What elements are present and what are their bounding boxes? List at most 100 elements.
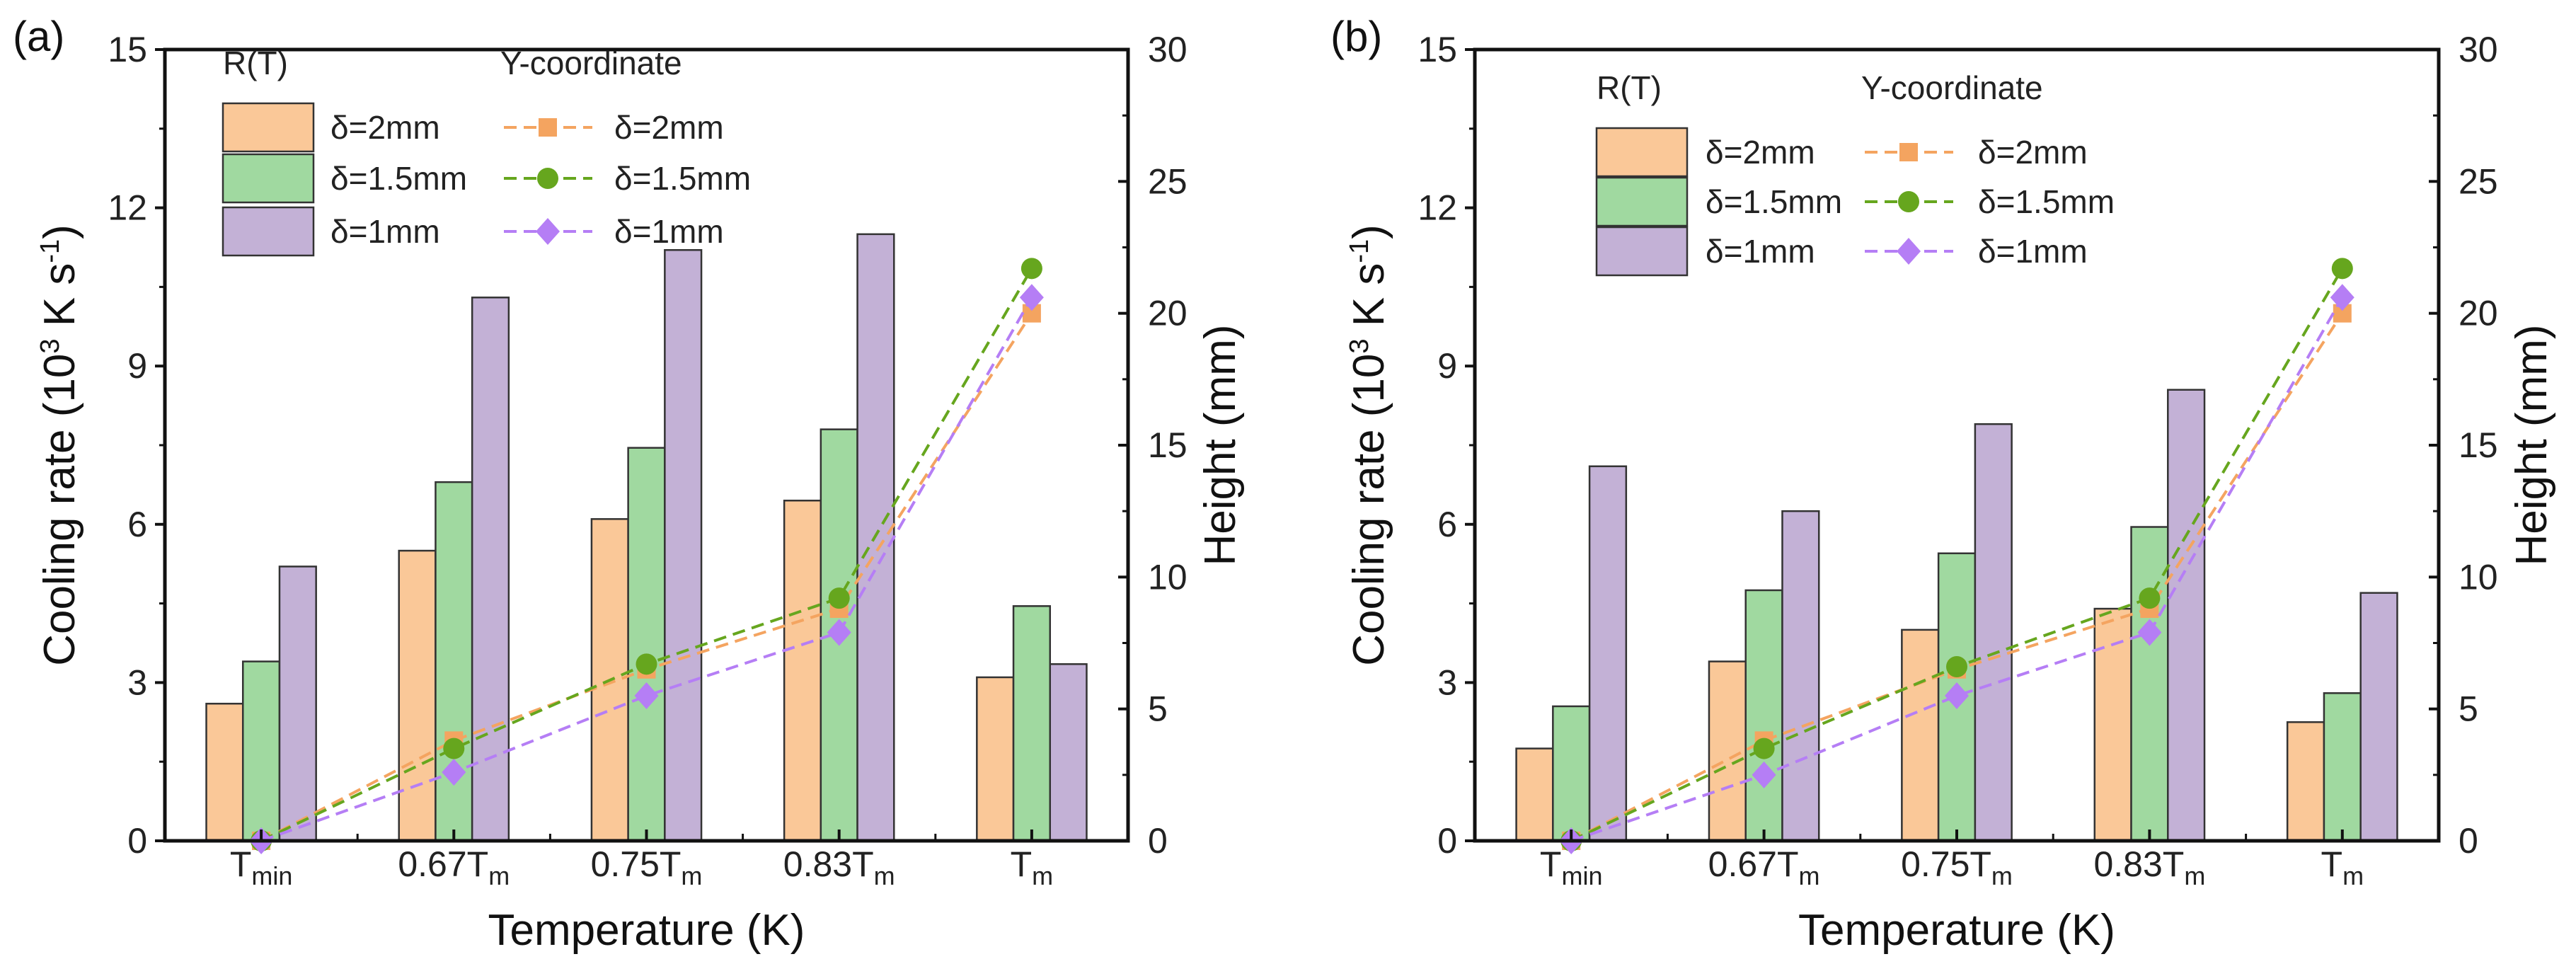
point-δ=1.5mm-1 [443, 737, 465, 759]
legend-line-label: δ=2mm [1978, 134, 2088, 171]
line-δ=1mm [260, 297, 1033, 842]
point-δ=1mm-4 [2330, 284, 2354, 311]
bar-δ=2mm-4 [976, 676, 1015, 842]
y-tick-label: 0 [1437, 821, 1457, 861]
bar-δ=1.5mm-0 [1552, 705, 1591, 842]
y-tick-label: 3 [127, 662, 147, 702]
x-tick-main: T [1011, 844, 1033, 884]
bar-δ=1.5mm-4 [1012, 605, 1052, 842]
y-title-part: Cooling rate (10 [1345, 354, 1393, 666]
x-tick-label: 0.67Tm [398, 844, 510, 890]
bar-δ=1mm-1 [1781, 510, 1820, 842]
x-tick-sub: m [2184, 861, 2205, 890]
legend: R(T) Y-coordinate δ=2mm δ=1.5mm δ=1mm δ=2mm δ=… [1595, 69, 2115, 277]
bar-δ=1.5mm-0 [241, 660, 281, 842]
bar-δ=1mm-0 [278, 565, 317, 842]
y-tick-label: 15 [108, 30, 147, 69]
x-tick-main: 0.83T [783, 844, 874, 884]
line-δ=1mm [1570, 297, 2344, 842]
legend-swatch [222, 153, 315, 204]
x-tick-sub: min [1561, 861, 1602, 890]
legend-swatch [1595, 226, 1689, 277]
x-tick-label: 0.75Tm [1901, 844, 2013, 890]
bar-δ=2mm-0 [1515, 747, 1554, 842]
x-axis-title: Temperature (K) [1798, 906, 2115, 955]
bar-δ=1mm-0 [1588, 465, 1628, 842]
bar-δ=1mm-2 [1974, 423, 2013, 842]
legend-swatch [222, 102, 315, 153]
point-δ=1mm-3 [2137, 619, 2162, 646]
x-tick-main: 0.83T [2093, 844, 2184, 884]
y-title-part: ) [35, 224, 84, 239]
x-tick-main: T [2321, 844, 2343, 884]
x-tick-sub: m [2342, 861, 2364, 890]
bar-δ=2mm-0 [205, 702, 244, 842]
x-tick-sub: min [251, 861, 292, 890]
legend-bar-label: δ=1mm [330, 213, 440, 250]
x-tick-sub: m [1991, 861, 2013, 890]
bar-δ=2mm-3 [783, 500, 822, 842]
x-tick-label: 0.83Tm [2093, 844, 2205, 890]
legend-line-title: Y-coordinate [1861, 69, 2043, 106]
x-tick-sub: m [874, 861, 895, 890]
point-δ=1.5mm-2 [1946, 656, 1967, 678]
x-axis-title: Temperature (K) [488, 906, 805, 955]
panel-label: (a) [13, 13, 64, 60]
x-tick-label: Tm [2321, 844, 2364, 890]
point-δ=1.5mm-2 [636, 653, 657, 675]
y2-tick-label: 10 [2459, 557, 2498, 597]
legend-marker [539, 118, 557, 137]
y2-tick-label: 0 [2459, 821, 2478, 861]
x-tick-main: 0.75T [1901, 844, 1991, 884]
y-title-part: ) [1345, 224, 1393, 239]
y2-tick-label: 0 [1148, 821, 1168, 861]
point-δ=1mm-3 [827, 619, 851, 646]
legend-marker [1899, 143, 1918, 161]
x-tick-sub: m [681, 861, 702, 890]
legend-bar-label: δ=2mm [330, 109, 440, 146]
x-tick-label: Tm [1011, 844, 1054, 890]
bar-δ=1mm-4 [1049, 663, 1088, 842]
x-tick-main: 0.67T [398, 844, 488, 884]
y-title-superscript: 3 [1345, 338, 1374, 353]
y-title-superscript: -1 [1345, 239, 1374, 263]
y-tick-label: 6 [1437, 505, 1457, 544]
legend-bar-label: δ=1.5mm [330, 160, 467, 197]
bar-δ=1mm-2 [664, 248, 703, 842]
bar-δ=2mm-2 [1901, 628, 1940, 842]
legend-marker [536, 218, 560, 245]
y2-tick-label: 20 [1148, 294, 1188, 333]
y-tick-label: 6 [127, 505, 147, 544]
x-tick-sub: m [1799, 861, 1820, 890]
point-δ=1mm-1 [1752, 761, 1776, 788]
legend-bar-label: δ=1.5mm [1706, 183, 1842, 220]
point-δ=1mm-4 [1019, 284, 1044, 311]
legend-bar-title: R(T) [223, 45, 288, 81]
y2-axis-title: Height (mm) [1196, 324, 1245, 565]
y2-tick-label: 5 [1148, 689, 1168, 729]
legend-bar-label: δ=1mm [1706, 233, 1815, 270]
bar-δ=1.5mm-4 [2323, 692, 2362, 842]
legend-marker [1898, 191, 1919, 212]
y-title-superscript: -1 [35, 239, 65, 263]
y2-tick-label: 5 [2459, 689, 2478, 729]
point-δ=1mm-2 [634, 682, 659, 710]
bar-δ=2mm-1 [1708, 660, 1747, 842]
y-tick-label: 12 [1418, 188, 1457, 228]
x-tick-main: T [230, 844, 252, 884]
x-tick-label: 0.75Tm [591, 844, 703, 890]
x-tick-label: 0.67Tm [1708, 844, 1820, 890]
point-δ=1.5mm-3 [2139, 587, 2161, 609]
legend-bar-title: R(T) [1597, 69, 1662, 106]
bar-δ=1mm-1 [471, 297, 510, 842]
y-tick-label: 12 [108, 188, 147, 228]
y-tick-label: 0 [127, 821, 147, 861]
y2-tick-label: 10 [1148, 557, 1188, 597]
bar-δ=1.5mm-1 [435, 481, 473, 842]
x-tick-sub: m [1032, 861, 1053, 890]
point-δ=1mm-1 [442, 759, 466, 786]
x-tick-main: T [1540, 844, 1562, 884]
bar-δ=1mm-3 [2167, 389, 2206, 842]
y2-tick-label: 20 [2459, 294, 2498, 333]
